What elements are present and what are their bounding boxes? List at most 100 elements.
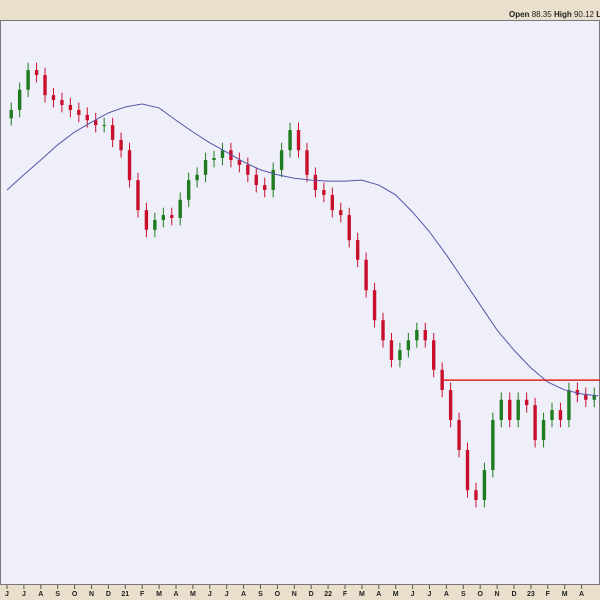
x-tick-label: O <box>72 591 78 598</box>
x-tick-label: A <box>444 591 449 598</box>
x-tick-label: D <box>106 591 111 598</box>
candle-body <box>26 70 30 90</box>
candle-body <box>144 210 149 230</box>
candle-body <box>279 150 284 170</box>
candle-body <box>170 215 174 218</box>
x-tick-label: 21 <box>121 591 129 598</box>
candle-body <box>567 389 571 420</box>
candle-body <box>457 419 461 450</box>
candle-body <box>305 150 309 175</box>
x-tick-label: J <box>411 591 415 598</box>
high-label: High <box>554 10 572 19</box>
candle-body <box>508 399 512 420</box>
low-label: Lo <box>596 10 600 19</box>
candle-body <box>533 405 537 441</box>
plot-area <box>0 20 600 585</box>
candle-body <box>389 340 394 360</box>
x-tick-label: A <box>579 591 584 598</box>
candle-body <box>550 410 554 420</box>
x-tick-label: F <box>140 591 145 598</box>
x-tick-label: N <box>89 591 94 598</box>
x-tick-label: N <box>495 591 500 598</box>
candle-body <box>94 120 98 126</box>
candle-body <box>364 259 368 291</box>
candle-body <box>9 109 13 119</box>
x-tick-label: S <box>258 591 263 598</box>
candle-body <box>263 185 267 190</box>
candle-body <box>592 394 596 400</box>
candle-body <box>254 174 258 186</box>
candle-body <box>43 75 47 96</box>
candle-body <box>398 350 402 360</box>
x-tick-label: J <box>5 591 9 598</box>
candle-body <box>474 490 478 501</box>
open-label: Open <box>509 10 530 19</box>
candle-body <box>195 174 199 181</box>
x-tick-label: D <box>511 591 516 598</box>
candle-body <box>432 340 436 370</box>
candle-body <box>415 330 419 341</box>
candle-body <box>355 240 360 260</box>
open-value: 88.35 <box>532 10 553 19</box>
x-tick-label: M <box>156 591 162 598</box>
candle-body <box>136 180 140 211</box>
candle-body <box>34 70 39 76</box>
candle-body <box>178 199 182 218</box>
x-tick-label: J <box>428 591 432 598</box>
x-tick-label: 23 <box>527 591 535 598</box>
candle-body <box>161 215 166 220</box>
x-tick-label: N <box>292 591 297 598</box>
x-tick-label: J <box>208 591 212 598</box>
candle-body <box>110 125 115 140</box>
candle-body <box>288 130 292 151</box>
candle-body <box>322 189 326 195</box>
candle-body <box>406 340 411 351</box>
candle-body <box>296 130 301 151</box>
candle-body <box>85 114 89 121</box>
x-tick-label: F <box>343 591 348 598</box>
moving-average-line <box>6 103 599 397</box>
candle-body <box>153 219 157 230</box>
candle-body <box>347 215 351 241</box>
candle-body <box>220 150 225 159</box>
x-tick-label: J <box>225 591 229 598</box>
x-tick-label: M <box>393 591 399 598</box>
candle-body <box>246 164 250 175</box>
x-tick-label: D <box>309 591 314 598</box>
candle-body <box>68 104 73 110</box>
x-tick-label: M <box>562 591 568 598</box>
x-tick-label: F <box>546 591 551 598</box>
candle-body <box>448 389 453 420</box>
candle-body <box>482 470 487 501</box>
x-tick-label: O <box>477 591 483 598</box>
candle-body <box>313 174 318 190</box>
x-tick-label: A <box>38 591 43 598</box>
x-tick-label: 22 <box>324 591 332 598</box>
candle-body <box>186 180 191 200</box>
candle-body <box>119 139 123 151</box>
candle-body <box>516 399 520 420</box>
candle-body <box>440 369 444 390</box>
x-tick-label: M <box>190 591 196 598</box>
x-tick-label: A <box>241 591 246 598</box>
candle-body <box>127 150 132 181</box>
header-quote: Open 88.35 High 90.12 Lo <box>509 10 600 19</box>
candle-body <box>17 89 22 110</box>
candle-body <box>524 399 529 406</box>
candle-body <box>60 100 64 105</box>
x-tick-label: S <box>55 591 60 598</box>
candle-body <box>102 125 106 127</box>
candle-body <box>558 410 563 420</box>
candle-body <box>465 449 470 491</box>
candle-body <box>491 419 495 471</box>
candle-body <box>372 290 377 321</box>
x-tick-label: S <box>461 591 466 598</box>
candle-body <box>51 95 56 101</box>
candle-body <box>541 419 546 441</box>
candle-body <box>381 320 385 341</box>
candle-body <box>584 394 588 400</box>
candle-body <box>203 160 208 175</box>
candle-body <box>330 194 335 211</box>
candle-body <box>423 330 427 341</box>
